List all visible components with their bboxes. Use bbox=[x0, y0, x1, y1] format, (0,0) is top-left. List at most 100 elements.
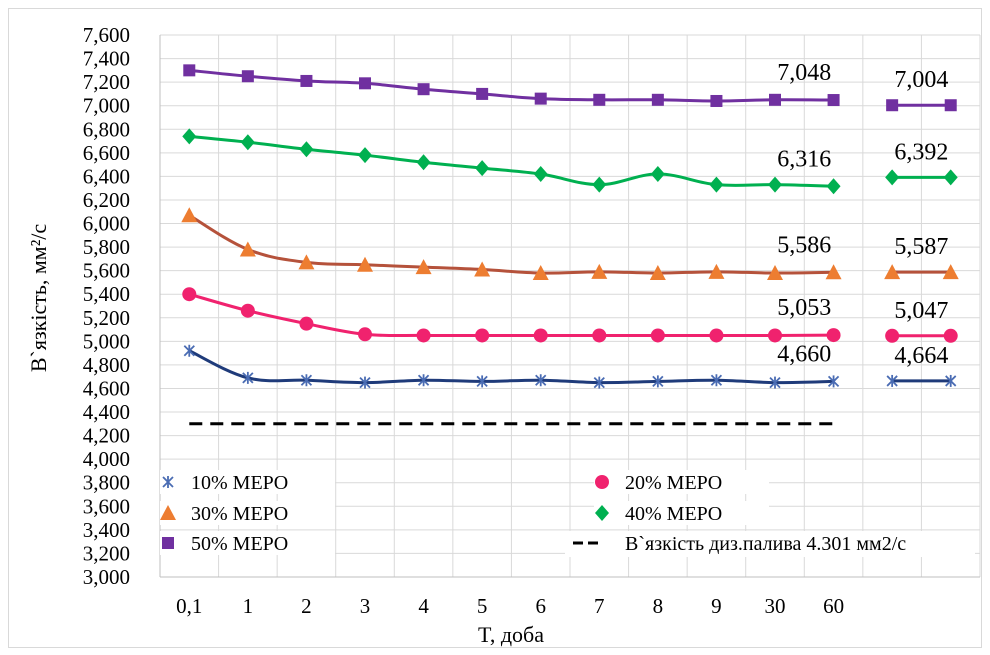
series-marker bbox=[300, 374, 313, 387]
series-marker bbox=[299, 141, 314, 158]
legend-bg bbox=[160, 501, 335, 525]
series-marker bbox=[532, 265, 549, 281]
x-tick-labels: 0,1 1 2 3 4 5 6 7 8 9 30 60 bbox=[176, 594, 844, 618]
y-tick-label: 7,200 bbox=[83, 70, 130, 94]
x-tick-label: 0,1 bbox=[176, 594, 202, 618]
series-50-mepo bbox=[183, 64, 957, 112]
series-marker bbox=[769, 376, 781, 389]
x-tick-label: 30 bbox=[765, 594, 786, 618]
legend-bg bbox=[565, 531, 975, 557]
x-tick-label: 60 bbox=[823, 594, 844, 618]
y-tick-label: 6,600 bbox=[83, 141, 130, 165]
series-marker bbox=[300, 74, 313, 87]
series-marker bbox=[591, 263, 608, 279]
y-tick-label: 3,200 bbox=[83, 541, 130, 565]
series-marker bbox=[592, 328, 607, 343]
value-label: 5,053 bbox=[777, 295, 831, 321]
series-marker bbox=[183, 64, 196, 77]
y-axis-title: В`язкість, мм²/с bbox=[26, 224, 51, 373]
y-tick-label: 4,800 bbox=[83, 353, 130, 377]
series-marker bbox=[943, 169, 958, 186]
value-label: 4,664 bbox=[894, 343, 948, 369]
series-marker bbox=[885, 328, 900, 343]
series-marker bbox=[886, 99, 899, 112]
series-marker bbox=[650, 328, 665, 343]
y-tick-label: 7,400 bbox=[83, 47, 130, 71]
x-tick-label: 8 bbox=[653, 594, 664, 618]
x-tick-label: 1 bbox=[243, 594, 254, 618]
series-marker bbox=[417, 83, 430, 96]
series-marker bbox=[162, 476, 174, 488]
series-marker bbox=[825, 264, 842, 280]
legend-label: 40% MEPO bbox=[625, 503, 722, 525]
x-tick-label: 9 bbox=[711, 594, 722, 618]
y-tick-label: 3,400 bbox=[83, 518, 130, 542]
value-label: 5,047 bbox=[894, 298, 948, 324]
series-marker bbox=[768, 328, 782, 343]
series-marker bbox=[650, 166, 665, 183]
y-tick-label: 4,400 bbox=[83, 400, 130, 424]
y-tick-labels: 3,0003,2003,4003,6003,8004,0004,2004,400… bbox=[83, 23, 130, 589]
series-40-mepo bbox=[182, 128, 958, 195]
value-labels: 4,660 4,664 5,053 5,047 5,586 5,587 6,316 6,392… bbox=[777, 60, 948, 369]
series-marker bbox=[182, 287, 197, 302]
y-tick-label: 5,400 bbox=[83, 282, 130, 306]
x-axis-title: T, доба bbox=[478, 622, 544, 647]
series-marker bbox=[162, 537, 174, 549]
series-30-mepo bbox=[181, 207, 959, 281]
series-marker bbox=[474, 261, 491, 277]
series-marker bbox=[886, 374, 898, 387]
series-marker bbox=[183, 344, 195, 357]
series-marker bbox=[416, 154, 431, 171]
y-tick-label: 4,200 bbox=[83, 424, 130, 448]
y-tick-label: 6,400 bbox=[83, 164, 130, 188]
series-marker bbox=[709, 328, 724, 343]
value-label: 6,392 bbox=[894, 139, 948, 165]
legend-bg bbox=[594, 501, 769, 525]
series-marker bbox=[475, 160, 490, 177]
series-marker bbox=[593, 93, 606, 106]
value-label: 5,587 bbox=[894, 234, 948, 260]
series-marker bbox=[239, 241, 256, 257]
series-marker bbox=[476, 87, 489, 100]
series-marker bbox=[160, 505, 176, 520]
series-10-mepo bbox=[183, 344, 957, 389]
series-20-mepo bbox=[182, 287, 958, 343]
series-marker bbox=[240, 303, 255, 318]
x-tick-label: 7 bbox=[594, 594, 605, 618]
series-marker bbox=[595, 505, 609, 521]
series-marker bbox=[357, 256, 373, 272]
series-marker bbox=[241, 70, 254, 83]
legend-label: 10% MEPO bbox=[191, 472, 288, 494]
y-tick-label: 6,800 bbox=[83, 117, 130, 141]
series-marker bbox=[535, 374, 547, 387]
series-marker bbox=[827, 94, 840, 107]
series-marker bbox=[415, 259, 432, 275]
series-marker bbox=[768, 176, 782, 193]
series-marker bbox=[827, 375, 840, 388]
x-tick-label: 6 bbox=[535, 594, 546, 618]
series-marker bbox=[299, 316, 314, 331]
series-marker bbox=[534, 92, 547, 105]
y-tick-label: 4,000 bbox=[83, 447, 130, 471]
series-marker bbox=[476, 375, 488, 388]
x-tick-label: 3 bbox=[360, 594, 371, 618]
series-marker bbox=[709, 176, 724, 193]
series-marker bbox=[767, 265, 783, 281]
y-tick-label: 6,200 bbox=[83, 188, 130, 212]
y-tick-label: 5,600 bbox=[83, 259, 130, 283]
y-tick-label: 7,000 bbox=[83, 94, 130, 118]
series-marker bbox=[533, 328, 548, 343]
series-marker bbox=[242, 371, 254, 384]
x-tick-label: 2 bbox=[301, 594, 312, 618]
series-marker bbox=[708, 263, 725, 279]
series-marker bbox=[652, 375, 664, 388]
series-marker bbox=[826, 328, 841, 343]
legend-bg bbox=[160, 470, 335, 494]
series-marker bbox=[416, 328, 431, 343]
y-tick-label: 3,000 bbox=[83, 565, 130, 589]
series-marker bbox=[943, 328, 958, 343]
series-marker bbox=[826, 178, 841, 195]
value-label: 6,316 bbox=[777, 146, 831, 172]
